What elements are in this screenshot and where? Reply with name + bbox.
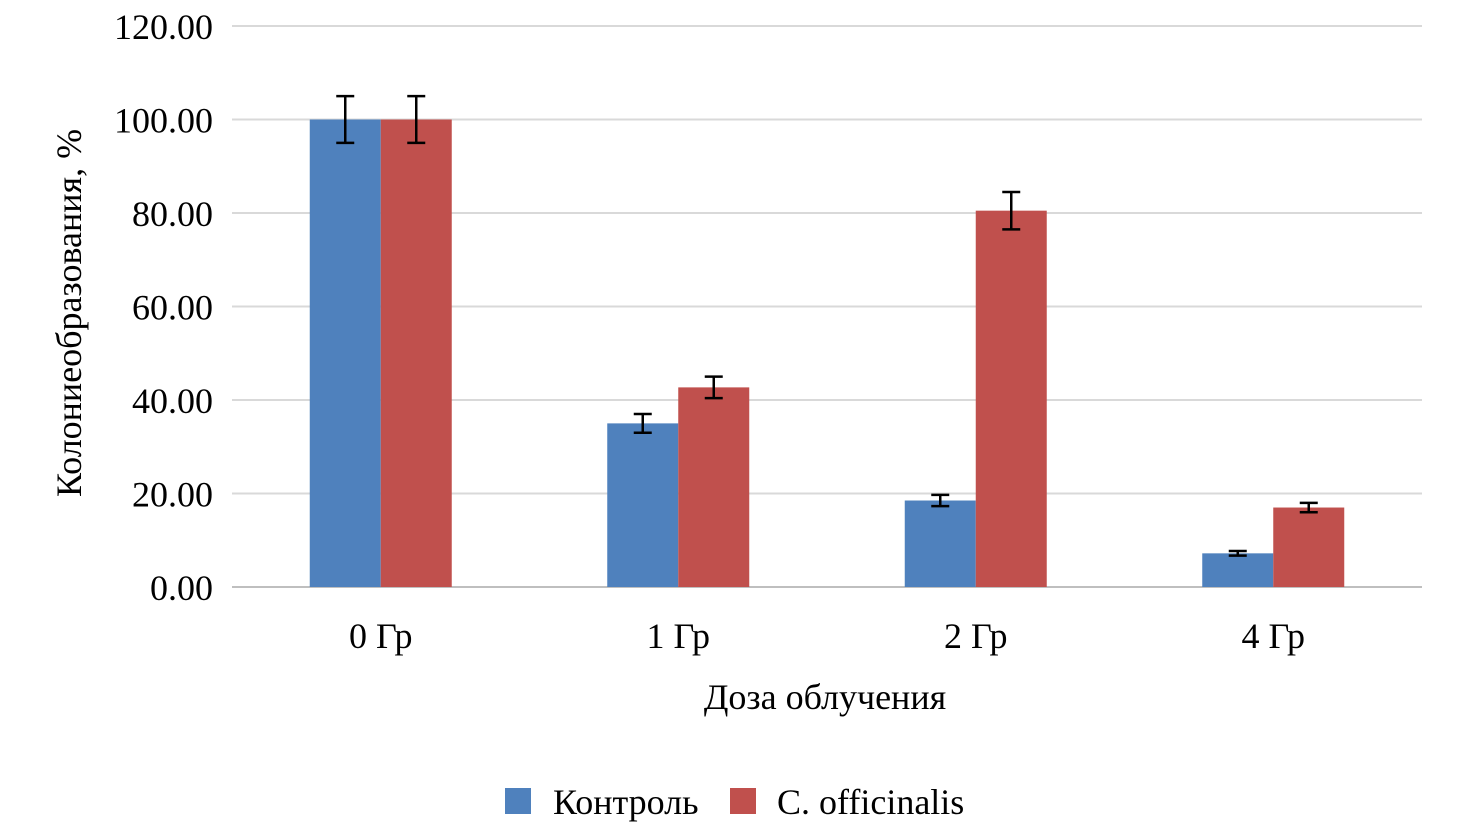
y-tick-label: 60.00 bbox=[132, 288, 213, 328]
bar bbox=[607, 423, 679, 587]
bars bbox=[309, 119, 1345, 587]
error-bar bbox=[931, 493, 950, 508]
error-bar bbox=[633, 412, 652, 434]
y-tick-label: 20.00 bbox=[132, 475, 213, 515]
legend: Контроль C. officinalis bbox=[505, 782, 964, 822]
y-tick-labels: 0.00 20.00 40.00 60.00 80.00 100.00 120.00 bbox=[114, 7, 213, 608]
x-axis-title: Доза облучения bbox=[704, 677, 946, 717]
bar bbox=[309, 119, 381, 587]
x-tick-label: 0 Гр bbox=[349, 616, 413, 656]
y-tick-label: 80.00 bbox=[132, 194, 213, 234]
bar bbox=[1202, 553, 1274, 587]
y-tick-label: 0.00 bbox=[150, 568, 213, 608]
y-tick-label: 40.00 bbox=[132, 381, 213, 421]
legend-swatch-officinalis bbox=[730, 788, 756, 814]
error-bars bbox=[336, 94, 1318, 557]
error-bar bbox=[1299, 501, 1318, 514]
x-tick-label: 1 Гр bbox=[646, 616, 710, 656]
error-bar bbox=[1002, 190, 1021, 231]
x-tick-label: 4 Гр bbox=[1241, 616, 1305, 656]
error-bar bbox=[407, 94, 426, 145]
legend-swatch-control bbox=[505, 788, 531, 814]
bar bbox=[1273, 507, 1345, 587]
legend-label-officinalis: C. officinalis bbox=[777, 782, 964, 822]
bar bbox=[975, 210, 1047, 587]
x-tick-label: 2 Гр bbox=[944, 616, 1008, 656]
bar bbox=[380, 119, 452, 587]
error-bar bbox=[1228, 549, 1247, 557]
bar bbox=[904, 500, 976, 587]
x-category-labels: 0 Гр 1 Гр 2 Гр 4 Гр bbox=[349, 616, 1305, 656]
error-bar bbox=[704, 375, 723, 400]
y-axis-title: Колониеобразования, % bbox=[49, 129, 89, 497]
y-tick-label: 100.00 bbox=[114, 101, 213, 141]
legend-label-control: Контроль bbox=[553, 782, 699, 822]
bar bbox=[678, 387, 750, 587]
y-tick-label: 120.00 bbox=[114, 7, 213, 47]
error-bar bbox=[336, 94, 355, 145]
